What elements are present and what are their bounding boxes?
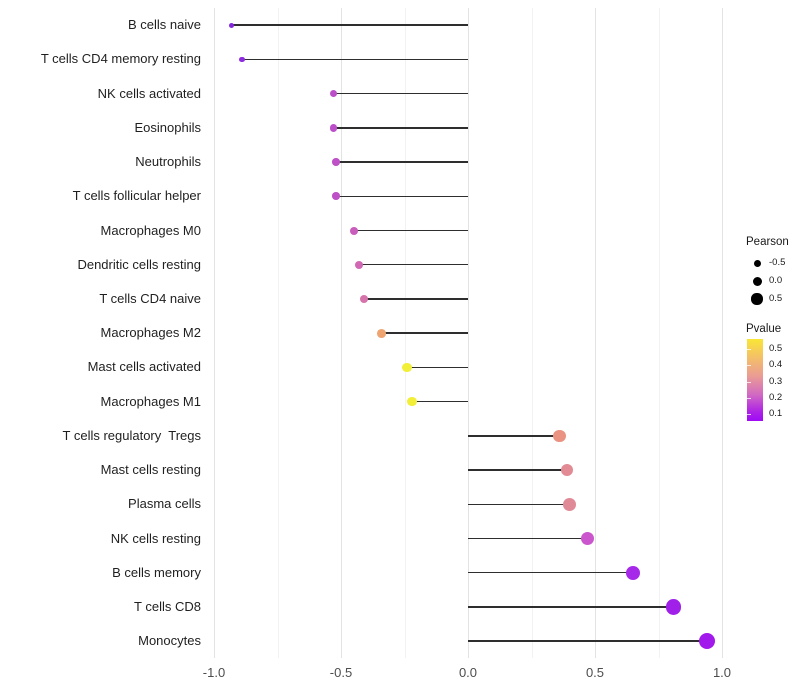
- row-label: B cells naive: [128, 17, 201, 33]
- row-label: Macrophages M2: [100, 325, 201, 341]
- colorbar-tick-label: 0.2: [769, 391, 783, 403]
- gridline-major: [595, 8, 596, 658]
- gridline-major: [214, 8, 215, 658]
- lollipop-stem: [468, 469, 568, 471]
- colorbar-tick-label: 0.3: [769, 375, 783, 387]
- row-label: T cells CD4 naive: [99, 290, 201, 306]
- colorbar-tick-label: 0.5: [769, 343, 783, 354]
- x-tick-label: -1.0: [202, 665, 226, 680]
- x-tick-label: 0.0: [458, 665, 478, 680]
- lollipop-dot: [329, 124, 338, 132]
- row-label: Macrophages M1: [100, 393, 201, 409]
- lollipop-dot: [698, 633, 715, 650]
- lollipop-stem: [358, 263, 468, 266]
- gridline-minor: [531, 8, 533, 658]
- x-tick-label: -0.5: [329, 665, 353, 680]
- size-legend-label: 0.5: [769, 293, 783, 304]
- lollipop-stem: [468, 640, 707, 642]
- lollipop-dot: [332, 192, 340, 201]
- row-label: Plasma cells: [128, 496, 201, 512]
- lollipop-dot: [359, 294, 368, 304]
- lollipop-stem: [241, 58, 468, 61]
- gridline-minor: [277, 8, 279, 658]
- lollipop-dot: [563, 497, 577, 511]
- row-label: Mast cells activated: [87, 359, 201, 375]
- row-label: Monocytes: [138, 633, 201, 649]
- row-label: T cells follicular helper: [72, 188, 201, 204]
- lollipop-stem: [468, 435, 560, 437]
- lollipop-dot: [666, 599, 682, 615]
- row-label: T cells CD8: [134, 598, 201, 614]
- lollipop-stem: [381, 332, 468, 334]
- lollipop-stem: [468, 537, 588, 540]
- row-label: Macrophages M0: [100, 222, 201, 238]
- pvalue-colorbar: [747, 339, 763, 421]
- lollipop-dot: [377, 328, 386, 338]
- size-legend-dot: [751, 293, 763, 305]
- colorbar-tick-mark: [747, 381, 751, 383]
- lollipop-dot: [402, 362, 412, 372]
- colorbar-tick-mark: [747, 397, 751, 399]
- lollipop-dot: [553, 429, 566, 443]
- colorbar-tick-mark: [747, 365, 751, 367]
- gridline-major: [341, 8, 342, 658]
- gridline-major: [722, 8, 723, 658]
- gridline-minor: [658, 8, 660, 658]
- lollipop-dot: [560, 463, 574, 477]
- lollipop-stem: [468, 503, 570, 506]
- x-tick-label: 0.5: [585, 665, 605, 680]
- size-legend-dot: [753, 259, 761, 267]
- colorbar-tick-label: 0.1: [769, 408, 783, 420]
- size-legend-dot: [752, 276, 762, 286]
- colorbar-tick-mark: [747, 414, 751, 416]
- lollipop-stem: [407, 366, 468, 369]
- lollipop-stem: [231, 24, 468, 26]
- lollipop-stem: [333, 127, 468, 129]
- row-label: B cells memory: [112, 564, 201, 580]
- lollipop-dot: [329, 89, 338, 98]
- lollipop-dot: [625, 565, 641, 580]
- row-label: Mast cells resting: [100, 462, 201, 478]
- lollipop-dot: [349, 226, 358, 235]
- x-tick-label: 1.0: [712, 665, 732, 680]
- colorbar-tick-label: 0.4: [769, 359, 783, 371]
- size-legend-title: Pearson: [746, 236, 789, 248]
- gridline-major: [468, 8, 469, 658]
- row-label: Dendritic cells resting: [77, 256, 201, 272]
- lollipop-stem: [468, 571, 634, 574]
- row-label: Eosinophils: [134, 119, 202, 135]
- lollipop-stem: [335, 161, 468, 163]
- lollipop-dot: [354, 260, 363, 269]
- lollipop-dot: [580, 531, 594, 546]
- lollipop-stem: [353, 229, 468, 232]
- row-label: Neutrophils: [135, 154, 201, 170]
- lollipop-dot: [407, 396, 417, 407]
- row-label: NK cells activated: [97, 85, 201, 101]
- size-legend-label: -0.5: [769, 257, 786, 268]
- lollipop-dot: [239, 56, 245, 63]
- lollipop-stem: [333, 92, 468, 95]
- lollipop-stem: [363, 298, 468, 300]
- row-label: T cells CD4 memory resting: [40, 51, 201, 67]
- color-legend-title: Pvalue: [746, 323, 782, 335]
- colorbar-tick-mark: [747, 349, 751, 350]
- lollipop-dot: [332, 158, 340, 166]
- size-legend-label: 0.0: [769, 275, 783, 286]
- lollipop-stem: [468, 606, 674, 608]
- row-label: T cells regulatory Tregs: [62, 427, 201, 443]
- lollipop-stem: [412, 400, 468, 403]
- lollipop-dot: [229, 22, 235, 28]
- row-label: NK cells resting: [110, 530, 201, 546]
- lollipop-stem: [335, 195, 468, 198]
